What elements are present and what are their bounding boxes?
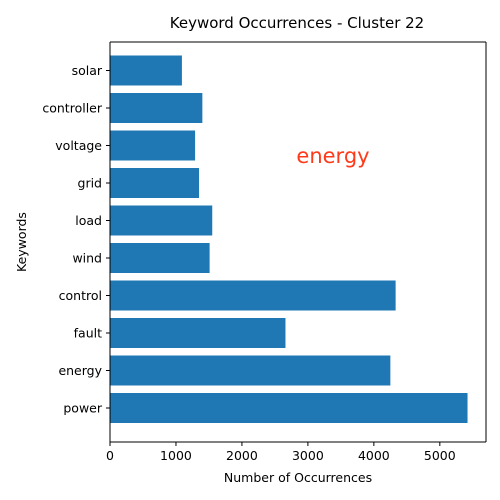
bar-voltage (110, 130, 196, 161)
y-tick-label: grid (78, 176, 102, 191)
y-tick-label: solar (72, 63, 103, 78)
chart-title: Keyword Occurrences - Cluster 22 (170, 14, 424, 32)
axes-group (109, 41, 487, 443)
y-ticks-group: power energy fault control wind load grid volta… (42, 63, 110, 416)
y-tick-label: controller (42, 101, 102, 116)
x-axis-label: Number of Occurrences (224, 470, 372, 485)
y-tick-label: energy (58, 363, 102, 378)
y-tick-label: load (75, 213, 102, 228)
x-tick-label: 5000 (424, 448, 456, 463)
bar-grid (110, 168, 200, 198)
y-tick-label: power (63, 401, 102, 416)
y-tick-label: control (59, 288, 102, 303)
y-tick-label: voltage (55, 138, 102, 153)
bar-load (110, 205, 213, 236)
bars-group (110, 55, 468, 423)
annotation-label: energy (296, 144, 369, 168)
bar-control (110, 280, 396, 311)
x-tick-label: 3000 (292, 448, 324, 463)
bar-power (110, 393, 468, 423)
x-tick-label: 4000 (358, 448, 390, 463)
bar-controller (110, 93, 203, 123)
bar-solar (110, 55, 182, 86)
y-tick-label: wind (72, 251, 102, 266)
bar-energy (110, 355, 391, 386)
bar-wind (110, 243, 210, 273)
x-tick-label: 2000 (226, 448, 258, 463)
y-tick-label: fault (74, 326, 102, 341)
x-ticks-group: 0 1000 2000 3000 4000 5000 (106, 442, 456, 463)
x-tick-label: 1000 (160, 448, 192, 463)
x-tick-label: 0 (106, 448, 114, 463)
y-axis-label: Keywords (14, 212, 29, 272)
bar-fault (110, 318, 286, 348)
